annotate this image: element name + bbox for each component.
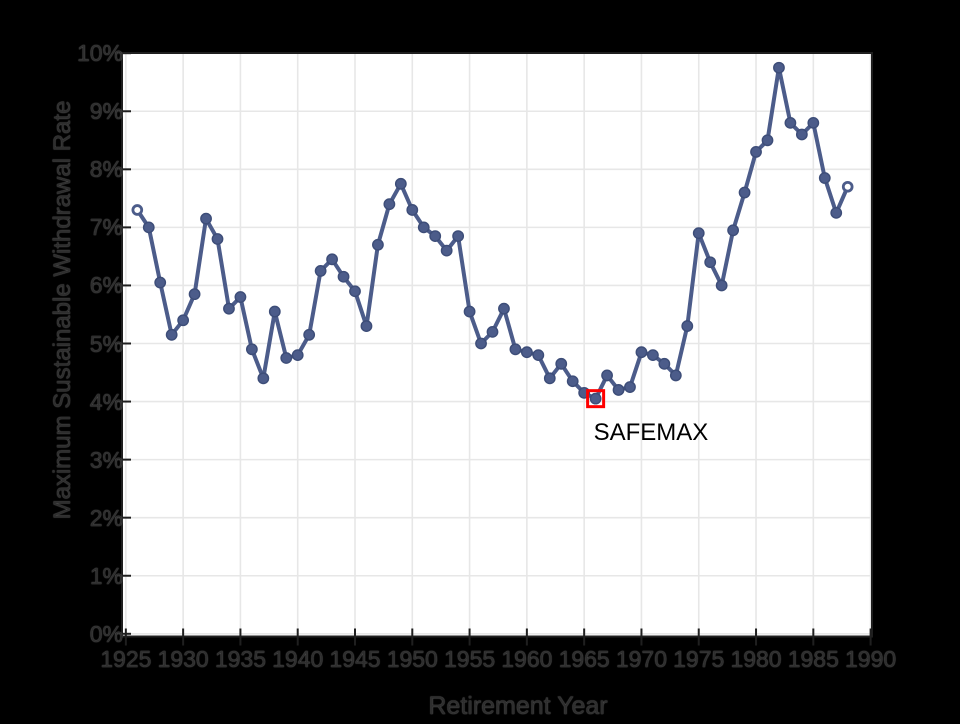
y-tick-label: 8% bbox=[89, 156, 123, 183]
x-tick-label: 1990 bbox=[845, 646, 897, 672]
data-point bbox=[692, 227, 705, 240]
data-point bbox=[463, 305, 476, 318]
data-point bbox=[715, 279, 728, 292]
data-point bbox=[681, 320, 694, 332]
plot-area bbox=[122, 53, 872, 637]
data-point bbox=[601, 369, 613, 382]
data-point bbox=[635, 346, 648, 359]
data-point bbox=[314, 265, 327, 277]
y-tick-label: 3% bbox=[89, 446, 123, 473]
x-tick-label: 1940 bbox=[272, 646, 324, 672]
data-point bbox=[154, 276, 167, 289]
axis-frame bbox=[121, 52, 873, 638]
x-tick-label: 1955 bbox=[443, 646, 496, 672]
y-tick-label: 9% bbox=[89, 98, 123, 125]
data-point bbox=[761, 134, 774, 147]
data-point bbox=[624, 381, 636, 393]
data-point bbox=[280, 352, 293, 364]
data-point bbox=[475, 337, 487, 350]
safemax-marker bbox=[586, 389, 606, 409]
data-point bbox=[234, 291, 247, 303]
data-point bbox=[326, 253, 338, 266]
data-point bbox=[177, 314, 190, 327]
safemax-annotation: SAFEMAX bbox=[593, 418, 709, 446]
data-point bbox=[543, 372, 556, 385]
data-point bbox=[658, 357, 671, 370]
data-point bbox=[784, 116, 797, 129]
data-point bbox=[807, 116, 820, 129]
data-point bbox=[532, 349, 545, 362]
data-point bbox=[750, 146, 762, 158]
data-point bbox=[830, 206, 843, 219]
x-tick-label: 1950 bbox=[386, 646, 438, 672]
y-tick-label: 2% bbox=[89, 504, 123, 531]
data-point bbox=[520, 346, 533, 359]
data-point bbox=[612, 384, 625, 396]
data-point bbox=[394, 177, 407, 190]
data-point-open bbox=[841, 180, 854, 193]
data-point bbox=[417, 221, 430, 234]
data-point bbox=[383, 198, 396, 211]
y-tick-label: 4% bbox=[89, 388, 123, 415]
y-tick-label: 0% bbox=[89, 620, 123, 647]
y-tick-label: 10% bbox=[76, 40, 123, 67]
data-point bbox=[440, 244, 453, 257]
x-tick-label: 1925 bbox=[100, 646, 152, 672]
data-point bbox=[257, 372, 270, 385]
x-tick-label: 1935 bbox=[214, 646, 266, 672]
data-point bbox=[142, 221, 155, 234]
x-tick-label: 1960 bbox=[501, 646, 553, 672]
x-tick-label: 1970 bbox=[615, 646, 668, 672]
data-point bbox=[406, 204, 419, 216]
data-point bbox=[372, 238, 384, 251]
x-tick-label: 1930 bbox=[157, 646, 209, 672]
data-point bbox=[211, 233, 224, 245]
data-point bbox=[509, 343, 522, 356]
data-point bbox=[669, 369, 682, 382]
data-point bbox=[360, 320, 373, 332]
data-point bbox=[188, 288, 201, 301]
data-point bbox=[727, 224, 740, 237]
y-tick-label: 5% bbox=[89, 330, 123, 357]
data-point bbox=[773, 61, 785, 74]
data-point bbox=[200, 212, 212, 225]
data-point bbox=[337, 270, 350, 283]
y-tick-label: 7% bbox=[89, 214, 123, 241]
data-point bbox=[303, 328, 316, 341]
data-point bbox=[349, 285, 361, 298]
y-tick-label: 1% bbox=[89, 562, 123, 589]
data-point bbox=[291, 349, 304, 362]
data-point bbox=[223, 302, 235, 315]
data-point bbox=[795, 128, 808, 141]
x-tick-label: 1965 bbox=[558, 646, 610, 672]
data-point bbox=[165, 328, 178, 341]
data-point bbox=[589, 392, 602, 405]
data-point bbox=[452, 230, 465, 242]
x-tick-label: 1980 bbox=[730, 646, 782, 672]
data-point bbox=[566, 375, 579, 388]
data-point bbox=[486, 325, 499, 338]
x-tick-label: 1945 bbox=[329, 646, 381, 672]
y-tick-label: 6% bbox=[89, 272, 123, 299]
x-tick-label: 1975 bbox=[673, 646, 725, 672]
data-point bbox=[647, 349, 659, 362]
data-point-open bbox=[131, 204, 144, 216]
x-axis-title: Retirement Year bbox=[428, 692, 608, 720]
data-point bbox=[738, 186, 751, 199]
data-point bbox=[555, 357, 568, 370]
data-point bbox=[245, 343, 258, 356]
data-point bbox=[498, 302, 510, 315]
data-point bbox=[268, 305, 281, 318]
x-tick-label: 1985 bbox=[787, 646, 839, 672]
data-point bbox=[704, 256, 717, 269]
data-point bbox=[429, 230, 442, 242]
data-point bbox=[818, 172, 831, 184]
